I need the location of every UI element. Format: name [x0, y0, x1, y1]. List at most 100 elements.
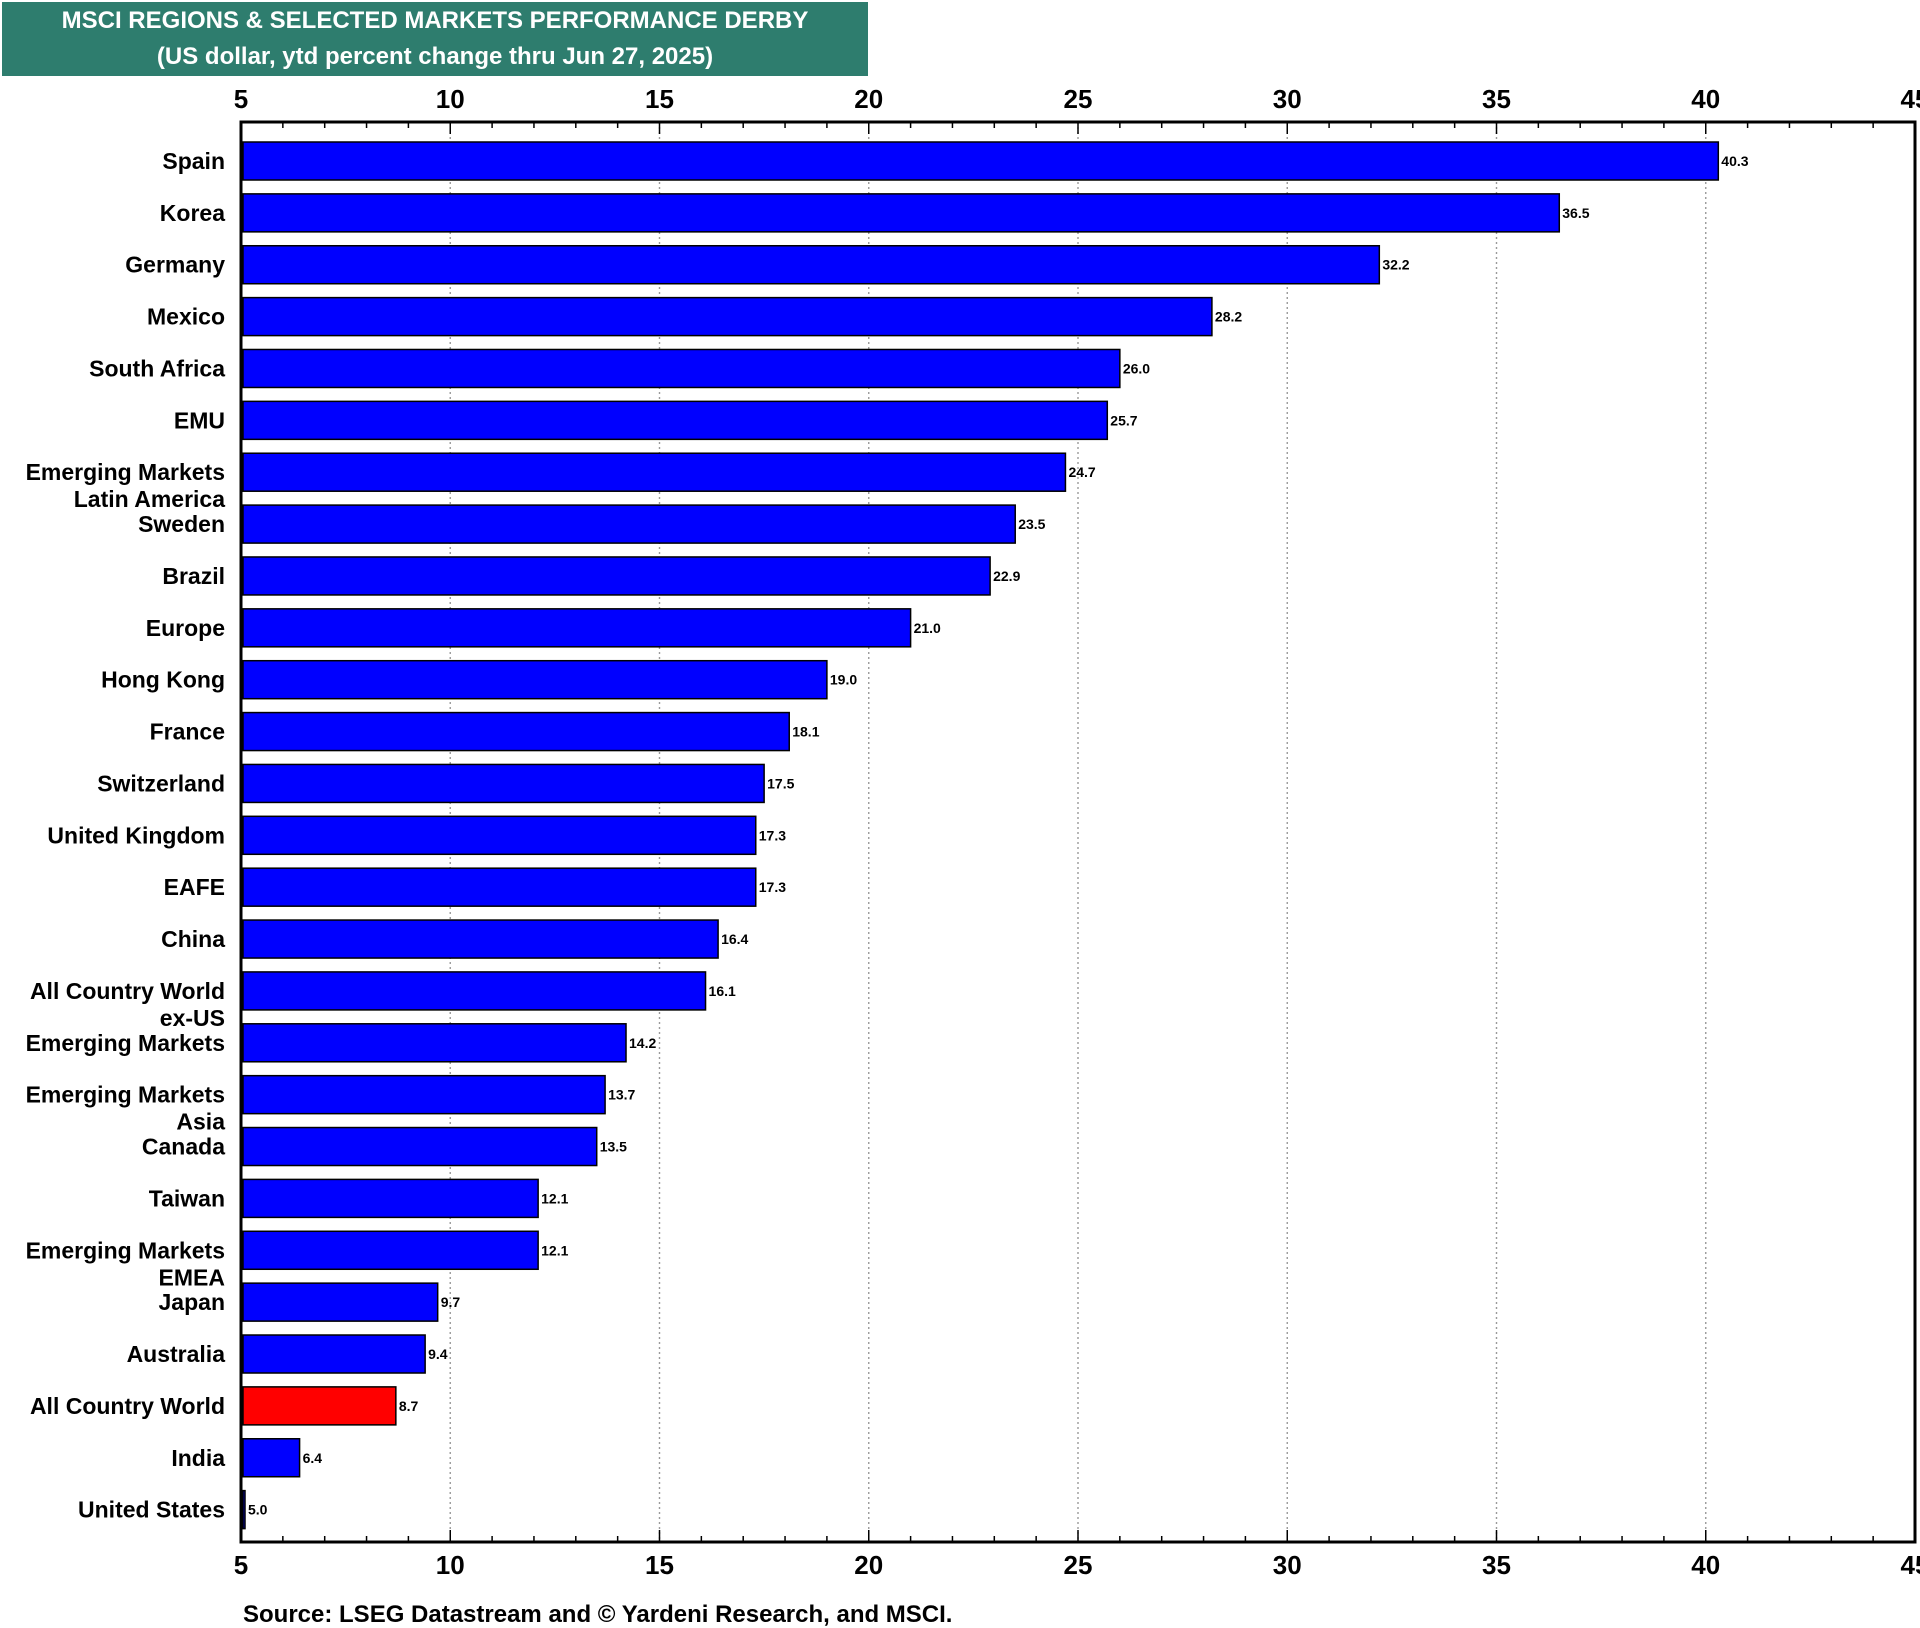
bar-value-label: 16.4: [721, 931, 748, 947]
bar-value-label: 14.2: [629, 1035, 656, 1051]
bar-value-label: 36.5: [1562, 205, 1589, 221]
category-label: Latin America: [74, 486, 225, 512]
bar-value-label: 12.1: [541, 1242, 568, 1258]
x-tick-label-bottom: 25: [1064, 1550, 1093, 1580]
bar: [242, 867, 757, 907]
bar-value-label: 17.3: [759, 827, 786, 843]
bar-value-label: 22.9: [993, 568, 1020, 584]
category-label: Sweden: [138, 511, 225, 537]
category-label: Australia: [127, 1341, 226, 1367]
bar: [242, 1023, 627, 1063]
x-tick-label-bottom: 5: [234, 1550, 248, 1580]
bar-value-label: 26.0: [1123, 360, 1150, 376]
x-tick-label-top: 35: [1482, 84, 1511, 114]
bar-value-label: 40.3: [1721, 153, 1748, 169]
x-tick-label-bottom: 20: [854, 1550, 883, 1580]
x-tick-label-bottom: 40: [1691, 1550, 1720, 1580]
bar-value-label: 19.0: [830, 672, 857, 688]
bar: [242, 452, 1067, 492]
category-label: Europe: [146, 615, 225, 641]
category-label: ex-US: [160, 1005, 225, 1031]
bar: [242, 1074, 606, 1115]
category-label: Korea: [160, 200, 225, 226]
category-label: Brazil: [162, 563, 225, 589]
x-tick-label-bottom: 35: [1482, 1550, 1511, 1580]
bar-value-label: 13.5: [600, 1139, 627, 1155]
bar: [242, 141, 1720, 181]
category-label: United Kingdom: [47, 822, 225, 848]
x-tick-label-bottom: 30: [1273, 1550, 1302, 1580]
bar-value-label: 24.7: [1068, 464, 1095, 480]
x-tick-label-top: 25: [1064, 84, 1093, 114]
category-label: EAFE: [164, 874, 225, 900]
category-label: All Country World: [30, 1393, 225, 1419]
bar: [242, 919, 719, 959]
x-tick-label-bottom: 10: [436, 1550, 465, 1580]
category-label: Emerging Markets: [26, 459, 225, 485]
x-tick-label-top: 20: [854, 84, 883, 114]
bar-value-label: 25.7: [1110, 412, 1137, 428]
x-tick-label-top: 40: [1691, 84, 1720, 114]
category-label: Canada: [142, 1134, 225, 1160]
category-label: Asia: [176, 1109, 225, 1135]
category-label: Spain: [162, 148, 225, 174]
bar: [242, 400, 1109, 441]
x-tick-label-bottom: 15: [645, 1550, 674, 1580]
category-label: South Africa: [89, 355, 225, 381]
category-label: France: [150, 719, 225, 745]
category-label: Taiwan: [149, 1185, 225, 1211]
chart-title: MSCI REGIONS & SELECTED MARKETS PERFORMA…: [61, 7, 809, 34]
bar-value-label: 9.7: [441, 1294, 461, 1310]
category-label: Mexico: [147, 304, 225, 330]
bar: [242, 1126, 598, 1167]
bar: [242, 348, 1121, 389]
bar: [242, 763, 765, 804]
bar: [242, 1178, 539, 1219]
source-note: Source: LSEG Datastream and © Yardeni Re…: [243, 1601, 953, 1628]
chart-title-box: MSCI REGIONS & SELECTED MARKETS PERFORMA…: [2, 2, 868, 76]
category-label: China: [161, 926, 225, 952]
category-label: Japan: [159, 1289, 225, 1315]
category-label: Switzerland: [97, 770, 225, 796]
x-tick-label-top: 15: [645, 84, 674, 114]
category-label: Emerging Markets: [26, 1030, 225, 1056]
category-label: India: [171, 1445, 225, 1471]
bar: [242, 1438, 301, 1478]
category-label: United States: [78, 1497, 225, 1523]
category-label: Emerging Markets: [26, 1237, 225, 1263]
bar: [242, 556, 991, 596]
category-label: Hong Kong: [101, 667, 225, 693]
x-tick-label-top: 5: [234, 84, 248, 114]
bar-value-label: 17.5: [767, 775, 794, 791]
bar: [242, 1334, 426, 1374]
bar-value-label: 5.0: [248, 1502, 268, 1518]
bar-value-label: 32.2: [1382, 257, 1409, 273]
bar-value-label: 8.7: [399, 1398, 419, 1414]
bar-value-label: 16.1: [709, 983, 736, 999]
category-label: Emerging Markets: [26, 1082, 225, 1108]
category-label: Germany: [125, 252, 225, 278]
bar-value-label: 17.3: [759, 879, 786, 895]
bar: [242, 971, 707, 1011]
bar: [242, 608, 912, 648]
bar: [242, 1489, 246, 1530]
bar-value-label: 12.1: [541, 1190, 568, 1206]
bar-value-label: 6.4: [303, 1450, 323, 1466]
bar-value-label: 28.2: [1215, 309, 1242, 325]
bar: [242, 244, 1381, 285]
bar: [242, 659, 828, 700]
x-tick-label-top: 10: [436, 84, 465, 114]
x-tick-label-bottom: 45: [1901, 1550, 1920, 1580]
bar: [242, 815, 757, 856]
bar-value-label: 9.4: [428, 1346, 448, 1362]
bar: [242, 711, 790, 752]
bar-value-label: 18.1: [792, 724, 819, 740]
x-tick-label-top: 30: [1273, 84, 1302, 114]
bar: [242, 1230, 539, 1271]
category-label: All Country World: [30, 978, 225, 1004]
bar-value-label: 13.7: [608, 1087, 635, 1103]
bar: [242, 193, 1561, 233]
bar-value-label: 23.5: [1018, 516, 1045, 532]
bar: [242, 1386, 397, 1426]
